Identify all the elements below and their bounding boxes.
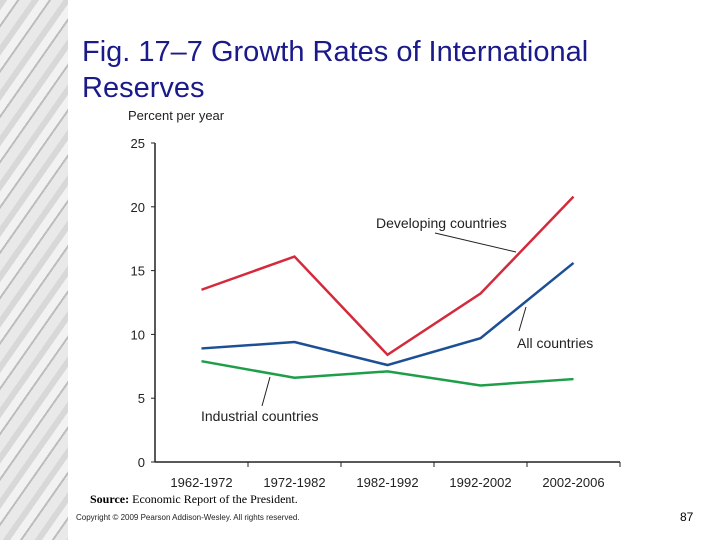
label-leader: [434, 232, 517, 253]
source-text: Economic Report of the President.: [132, 492, 298, 506]
label-leader: [518, 306, 527, 332]
x-tick-label: 1982-1992: [356, 475, 418, 490]
page-number: 87: [680, 510, 694, 524]
y-tick-label: 10: [131, 327, 145, 342]
x-tick-label: 1972-1982: [263, 475, 325, 490]
source-label: Source:: [90, 492, 130, 506]
source-note: Source: Economic Report of the President…: [90, 492, 298, 507]
slide-title: Fig. 17–7 Growth Rates of International …: [82, 36, 589, 104]
series-label: All countries: [517, 335, 593, 351]
x-tick-label: 1962-1972: [170, 475, 232, 490]
copyright: Copyright © 2009 Pearson Addison-Wesley.…: [76, 513, 300, 522]
series-label: Industrial countries: [201, 408, 319, 424]
y-tick-label: 20: [131, 200, 145, 215]
label-leader: [261, 376, 271, 407]
y-tick-label: 25: [131, 136, 145, 151]
y-axis-label: Percent per year: [128, 108, 225, 123]
y-tick-label: 5: [138, 391, 145, 406]
series-label: Developing countries: [376, 215, 507, 231]
y-tick-label: 0: [138, 455, 145, 470]
x-tick-label: 2002-2006: [542, 475, 604, 490]
x-tick-label: 1992-2002: [449, 475, 511, 490]
marble-background: [0, 0, 68, 540]
y-tick-label: 15: [131, 264, 145, 279]
